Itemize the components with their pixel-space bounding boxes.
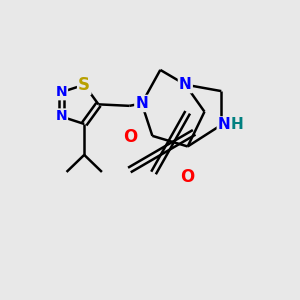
Text: N: N [135, 96, 148, 111]
Text: N: N [56, 110, 67, 124]
Text: N: N [218, 118, 231, 133]
Text: O: O [181, 168, 195, 186]
Text: N: N [179, 77, 192, 92]
Text: O: O [123, 128, 137, 146]
Text: H: H [231, 118, 244, 133]
Text: N: N [56, 85, 67, 99]
Text: S: S [78, 76, 90, 94]
